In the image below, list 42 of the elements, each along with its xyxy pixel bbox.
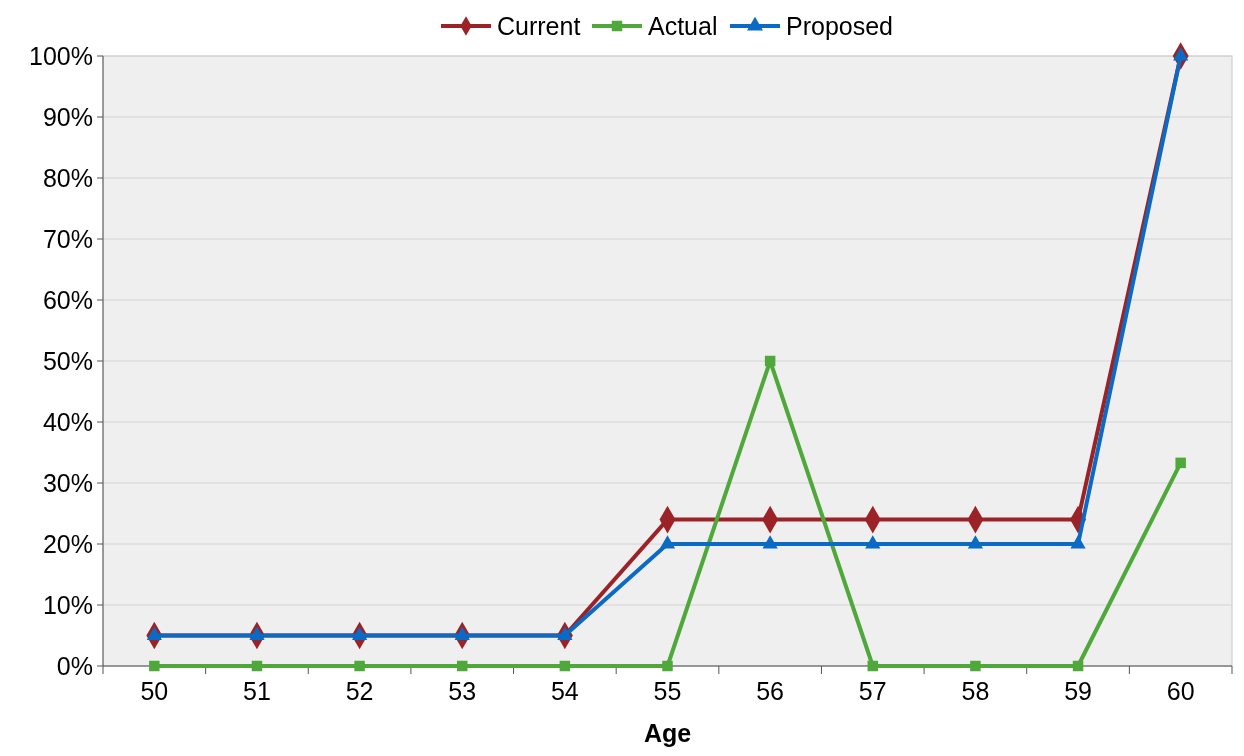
legend-label: Actual (648, 11, 718, 40)
x-tick-label: 57 (858, 677, 887, 705)
x-axis-title: Age (643, 719, 692, 747)
x-tick-label: 56 (756, 677, 785, 705)
point (1072, 660, 1084, 672)
x-tick-label: 50 (140, 677, 169, 705)
legend-label: Current (497, 11, 581, 40)
point (762, 535, 778, 549)
point (867, 660, 879, 672)
x-tick-label: 60 (1166, 677, 1195, 705)
point (251, 660, 263, 672)
point (149, 660, 160, 672)
y-tick-label: 90% (42, 102, 93, 131)
x-tick-label: 54 (550, 677, 579, 705)
point (764, 355, 776, 367)
y-tick-label: 70% (42, 224, 93, 253)
x-tick-label: 52 (345, 677, 374, 705)
x-tick-label: 59 (1064, 677, 1092, 705)
point (662, 660, 673, 672)
point (1175, 457, 1186, 469)
y-tick-label: 40% (42, 407, 93, 436)
y-tick-label: 20% (42, 529, 93, 558)
y-tick-label: 50% (42, 346, 93, 375)
y-tick-label: 30% (42, 468, 93, 497)
x-tick-label: 53 (448, 677, 477, 705)
point (1070, 535, 1086, 549)
legend-label: Proposed (786, 11, 894, 40)
y-tick-label: 10% (42, 590, 93, 619)
y-tick-label: 80% (42, 163, 93, 192)
point (970, 660, 981, 672)
y-tick-label: 0% (56, 651, 93, 680)
x-tick-label: 58 (961, 677, 990, 705)
point (559, 660, 571, 672)
point (659, 535, 676, 549)
x-tick-label: 51 (243, 677, 271, 705)
point (354, 660, 365, 672)
y-tick-label: 100% (29, 41, 93, 70)
y-tick-label: 60% (42, 285, 93, 314)
point (456, 660, 468, 672)
x-tick-label: 55 (653, 677, 682, 705)
point (865, 535, 881, 549)
point (967, 535, 984, 549)
